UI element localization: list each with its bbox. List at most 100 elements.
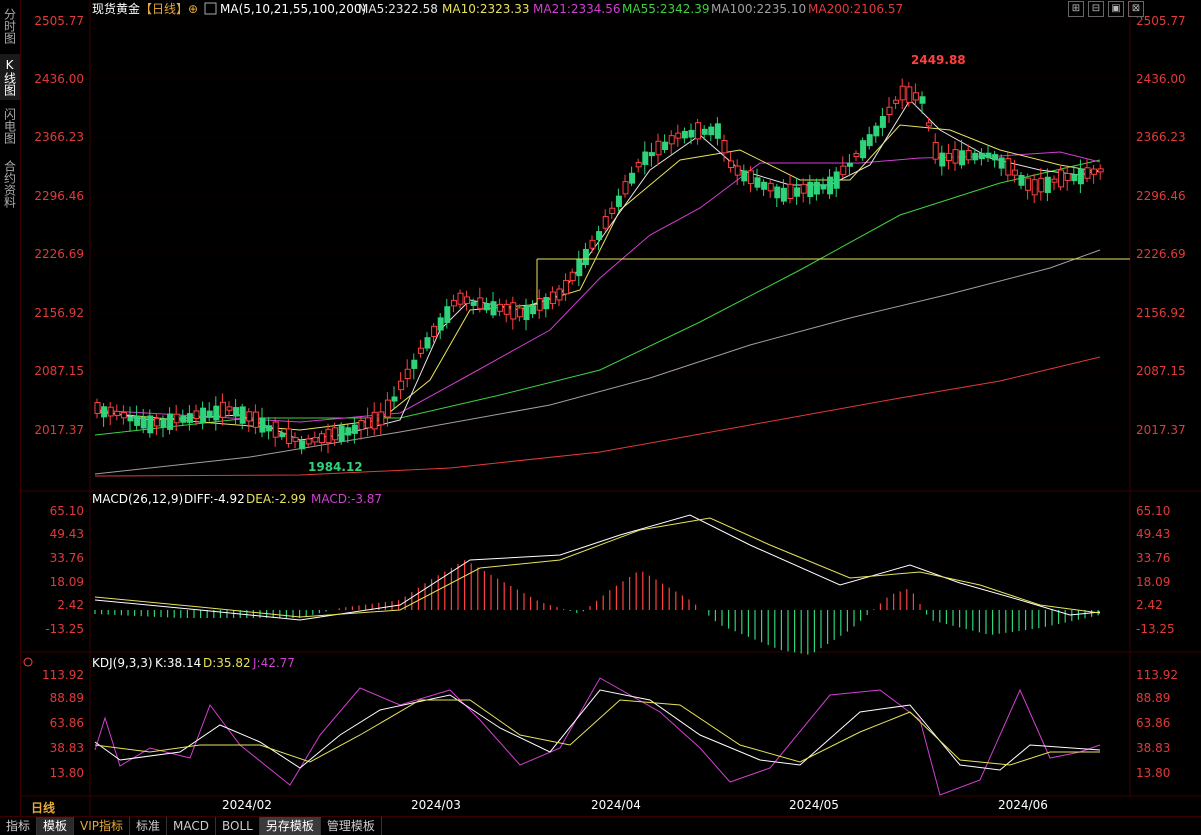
- time-label-jun: 2024/06: [998, 798, 1048, 812]
- kdj-d: D:35.82: [203, 656, 251, 670]
- candle-body: [299, 440, 306, 450]
- candle-body: [596, 231, 603, 240]
- candle-body: [998, 157, 1005, 169]
- candle-body: [906, 86, 913, 103]
- tab-flash[interactable]: 闪电图: [2, 108, 17, 144]
- ma200-value: MA200:2106.57: [808, 2, 903, 16]
- candle-body: [747, 170, 754, 185]
- macd-diff: DIFF:-4.92: [184, 492, 245, 506]
- tab-indicator[interactable]: 指标: [0, 817, 38, 835]
- candle-body: [114, 410, 121, 416]
- chart-canvas[interactable]: 现货黄金 【日线】 ⊕ MA(5,10,21,55,100,200) MA5:2…: [0, 0, 1201, 816]
- price-label-left: 2156.92: [34, 306, 84, 320]
- candle-body: [503, 303, 510, 315]
- kdj-axis-label-left: 113.92: [42, 668, 84, 682]
- tab-manage-template[interactable]: 管理模板: [321, 817, 382, 835]
- candle-body: [523, 305, 530, 321]
- candle-body: [358, 420, 365, 430]
- candle-body: [846, 162, 853, 167]
- candle-body: [813, 181, 820, 195]
- ma100-value: MA100:2235.10: [711, 2, 806, 16]
- candle-body: [602, 216, 609, 229]
- kdj-j-line: [94, 677, 1101, 796]
- zoom-out-icon[interactable]: ⊟: [1088, 1, 1104, 17]
- candle-body: [893, 99, 900, 104]
- candle-body: [147, 415, 154, 434]
- ma5-line: [94, 99, 1101, 441]
- tab-timeshare[interactable]: 分时图: [2, 8, 17, 44]
- kdj-config-icon[interactable]: [23, 657, 33, 667]
- window-icon[interactable]: ▣: [1108, 1, 1124, 17]
- candle-body: [1051, 178, 1058, 183]
- time-label-apr: 2024/04: [591, 798, 641, 812]
- tab-boll[interactable]: BOLL: [216, 817, 260, 835]
- candle-body: [992, 154, 999, 161]
- macd-axis-label-left: -13.25: [45, 622, 84, 636]
- candle-body: [450, 299, 457, 307]
- candle-body: [926, 122, 933, 127]
- candle-body: [582, 248, 589, 266]
- tab-template[interactable]: 模板: [37, 817, 75, 835]
- macd-axis-label-right: -13.25: [1136, 622, 1175, 636]
- candle-body: [285, 428, 292, 445]
- tab-vip-indicator[interactable]: VIP指标: [74, 817, 131, 835]
- close-icon[interactable]: ⊠: [1128, 1, 1144, 17]
- macd-axis-label-left: 49.43: [50, 527, 84, 541]
- candle-body: [167, 413, 174, 430]
- ma55-value: MA55:2342.39: [622, 2, 710, 16]
- candle-body: [252, 411, 259, 428]
- candle-body: [1064, 173, 1071, 181]
- candle-body: [312, 437, 319, 443]
- candle-body: [332, 427, 339, 441]
- candle-body: [206, 410, 213, 418]
- candle-body: [292, 437, 299, 442]
- tab-save-template[interactable]: 另存模板: [259, 817, 321, 835]
- header: 现货黄金 【日线】 ⊕ MA(5,10,21,55,100,200) MA5:2…: [92, 1, 903, 16]
- high-annotation: 2449.88: [911, 53, 966, 67]
- kdj-d-line: [94, 699, 1100, 766]
- candle-body: [411, 359, 418, 369]
- macd-axis-label-right: 2.42: [1136, 598, 1163, 612]
- candle-body: [965, 150, 972, 161]
- candle-body: [1071, 174, 1078, 182]
- candle-body: [365, 417, 372, 429]
- candle-body: [860, 140, 867, 159]
- tab-contract-info[interactable]: 合约资料: [2, 160, 17, 208]
- candle-body: [840, 165, 847, 176]
- candle-body: [457, 292, 464, 305]
- candle-body: [794, 187, 801, 197]
- zoom-in-icon[interactable]: ⊞: [1068, 1, 1084, 17]
- price-label-left: 2436.00: [34, 72, 84, 86]
- candle-body: [477, 297, 484, 310]
- candle-body: [932, 141, 939, 160]
- candle-body: [140, 416, 147, 429]
- ma-spec: MA(5,10,21,55,100,200): [220, 2, 366, 16]
- candle-body: [1097, 168, 1104, 173]
- macd-histogram: [94, 560, 1099, 655]
- ma10-line: [94, 124, 1101, 431]
- candle-body: [391, 396, 398, 402]
- candle-body: [246, 411, 253, 422]
- ma100-line: [94, 249, 1101, 475]
- candle-body: [708, 126, 715, 136]
- tab-standard[interactable]: 标准: [130, 817, 168, 835]
- candle-body: [101, 406, 108, 418]
- candle-body: [734, 165, 741, 176]
- settings-icon[interactable]: ⊕: [188, 2, 198, 16]
- tab-kline[interactable]: K线图: [0, 54, 20, 100]
- ma21-value: MA21:2334.56: [533, 2, 621, 16]
- candle-body: [259, 417, 266, 433]
- candle-body: [404, 368, 411, 380]
- candle-body: [866, 134, 873, 147]
- candle-body: [780, 187, 787, 202]
- macd-axis-label-left: 33.76: [50, 551, 84, 565]
- candle-body: [384, 399, 391, 418]
- candle-body: [721, 139, 728, 154]
- candle-body: [576, 259, 583, 277]
- candle-body: [549, 291, 556, 305]
- tab-macd[interactable]: MACD: [167, 817, 217, 835]
- candle-body: [728, 160, 735, 169]
- price-label-left: 2366.23: [34, 130, 84, 144]
- candle-body: [919, 96, 926, 104]
- ma-toggle-icon[interactable]: [204, 2, 217, 15]
